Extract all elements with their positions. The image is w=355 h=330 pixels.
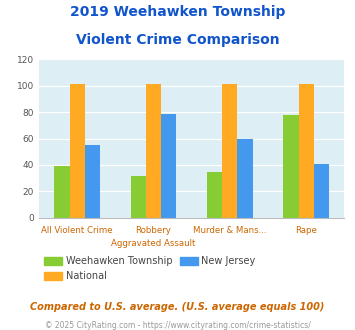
- Text: Violent Crime Comparison: Violent Crime Comparison: [76, 33, 279, 47]
- Bar: [237, 139, 253, 218]
- Bar: [283, 115, 299, 218]
- Bar: [299, 84, 314, 218]
- Bar: [161, 114, 176, 218]
- Text: Robbery: Robbery: [136, 226, 171, 235]
- Bar: [54, 166, 70, 218]
- Bar: [314, 164, 329, 218]
- Bar: [131, 176, 146, 218]
- Bar: [70, 84, 85, 218]
- Text: Murder & Mans...: Murder & Mans...: [193, 226, 267, 235]
- Text: Aggravated Assault: Aggravated Assault: [111, 239, 196, 248]
- Bar: [207, 172, 222, 218]
- Text: Compared to U.S. average. (U.S. average equals 100): Compared to U.S. average. (U.S. average …: [30, 302, 325, 312]
- Text: Rape: Rape: [295, 226, 317, 235]
- Legend: Weehawken Township, National, New Jersey: Weehawken Township, National, New Jersey: [40, 252, 260, 285]
- Bar: [222, 84, 237, 218]
- Bar: [146, 84, 161, 218]
- Text: 2019 Weehawken Township: 2019 Weehawken Township: [70, 5, 285, 19]
- Text: All Violent Crime: All Violent Crime: [42, 226, 113, 235]
- Text: © 2025 CityRating.com - https://www.cityrating.com/crime-statistics/: © 2025 CityRating.com - https://www.city…: [45, 321, 310, 330]
- Bar: [85, 145, 100, 218]
